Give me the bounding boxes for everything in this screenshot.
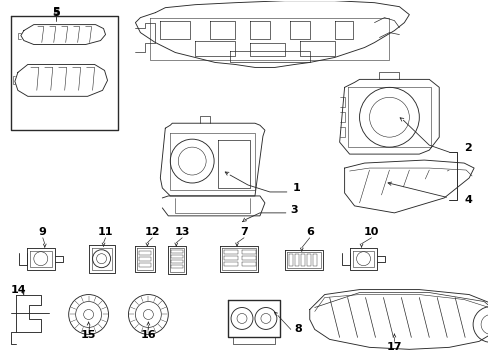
Text: 2: 2 xyxy=(463,143,471,153)
Text: 1: 1 xyxy=(292,183,300,193)
Text: 13: 13 xyxy=(174,227,189,237)
Text: 4: 4 xyxy=(463,195,471,205)
Text: 17: 17 xyxy=(386,342,401,352)
Text: 16: 16 xyxy=(140,330,156,341)
Text: 7: 7 xyxy=(240,227,247,237)
Text: 15: 15 xyxy=(81,330,96,341)
Text: 6: 6 xyxy=(305,227,313,237)
Text: 11: 11 xyxy=(98,227,113,237)
Text: 8: 8 xyxy=(294,324,302,334)
Text: 5: 5 xyxy=(52,6,60,17)
Text: 12: 12 xyxy=(144,227,160,237)
Text: 5: 5 xyxy=(52,8,60,18)
Text: 3: 3 xyxy=(289,205,297,215)
Text: 9: 9 xyxy=(39,227,47,237)
Text: 14: 14 xyxy=(11,284,27,294)
Text: 10: 10 xyxy=(363,227,378,237)
